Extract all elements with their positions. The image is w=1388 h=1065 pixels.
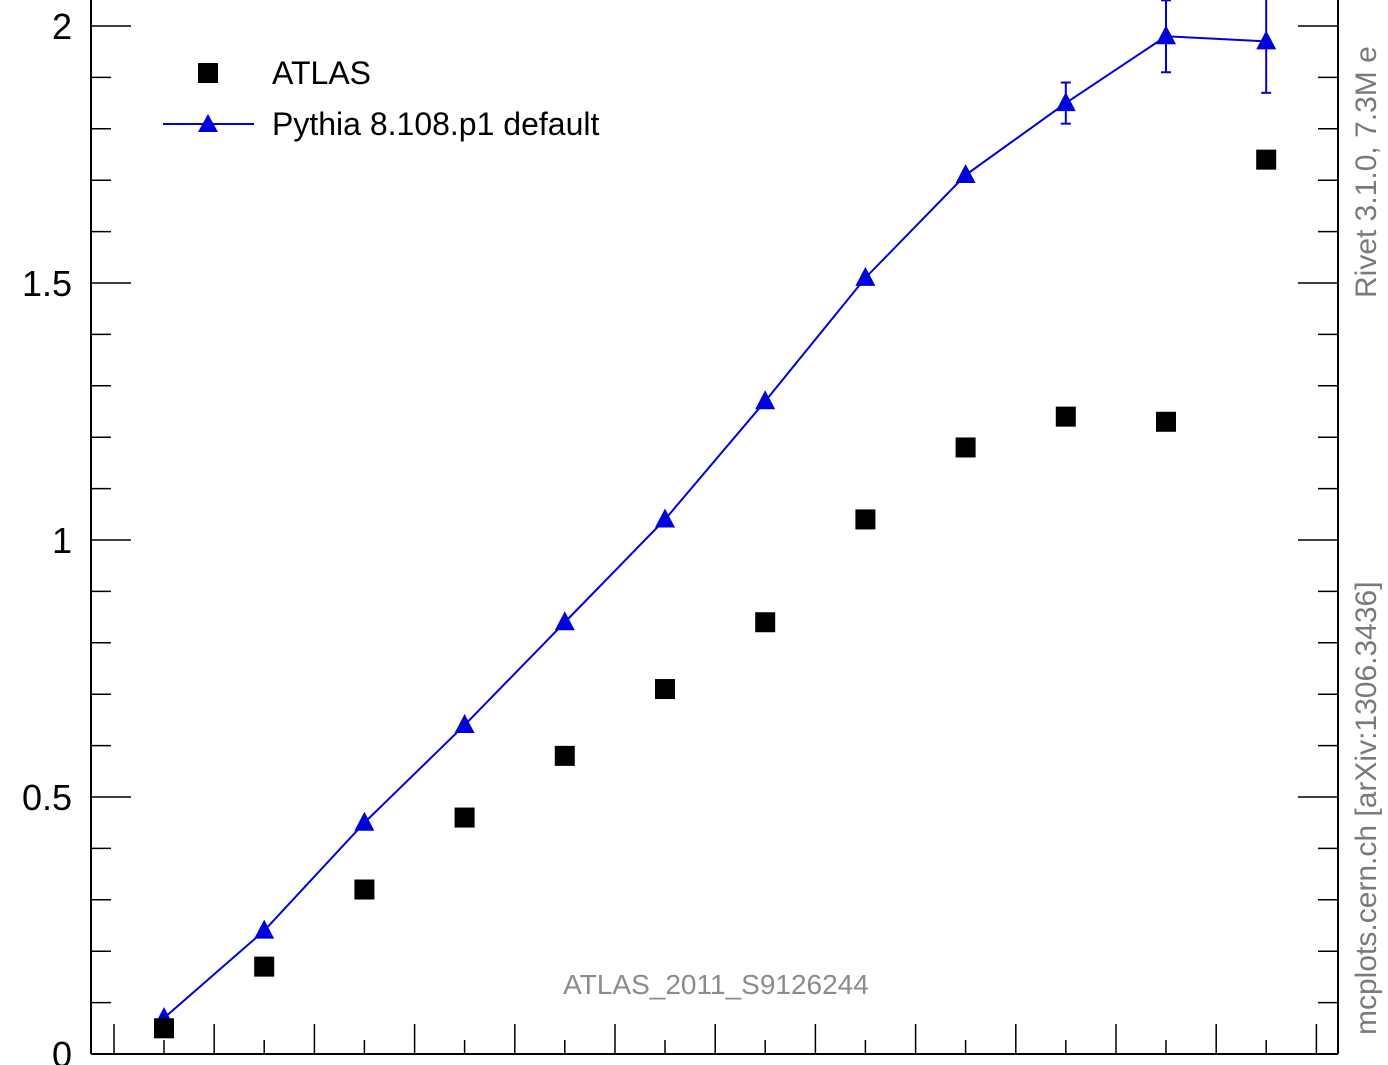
atlas-point <box>955 437 976 458</box>
pythia-point <box>755 390 776 410</box>
atlas-point <box>1156 411 1176 432</box>
y-tick-label: 1.5 <box>22 263 72 304</box>
y-tick-label: 0 <box>52 1034 72 1065</box>
y-axis-ticks: 00.511.522.533.54 <box>22 6 1338 1065</box>
atlas-point <box>354 879 375 900</box>
rivet-version-label: Rivet 3.1.0, 7.3M e <box>1350 46 1383 298</box>
pythia-point <box>454 714 475 734</box>
atlas-point <box>855 509 876 530</box>
y-tick-label: 1 <box>52 520 72 561</box>
pythia-series <box>154 0 1277 1027</box>
pythia-point <box>554 611 575 631</box>
x-axis-ticks <box>113 1024 1318 1054</box>
legend-pythia-label: Pythia 8.108.p1 default <box>272 106 599 142</box>
legend-atlas-label: ATLAS <box>272 55 371 91</box>
atlas-point <box>1256 149 1277 170</box>
pythia-point <box>1156 25 1176 45</box>
pythia-point <box>955 164 976 184</box>
plot-frame <box>90 0 1339 1055</box>
atlas-point <box>655 679 675 700</box>
atlas-point <box>1055 406 1076 427</box>
atlas-point <box>454 807 475 828</box>
pythia-point <box>354 811 375 831</box>
atlas-point <box>154 1018 174 1039</box>
pythia-point <box>655 508 675 528</box>
atlas-point <box>254 956 275 977</box>
pythia-point <box>1256 30 1277 50</box>
legend-pythia-marker <box>198 114 218 132</box>
y-tick-label: 0.5 <box>22 777 72 818</box>
pythia-point <box>1055 92 1076 112</box>
pythia-point <box>254 919 275 939</box>
mcplots-source-label: mcplots.cern.ch [arXiv:1306.3436] <box>1350 581 1383 1035</box>
analysis-id-label: ATLAS_2011_S9126244 <box>563 969 869 1000</box>
atlas-point <box>554 745 575 766</box>
atlas-series <box>154 149 1277 1039</box>
pythia-line <box>163 35 1267 1019</box>
pythia-point <box>855 266 876 286</box>
legend: ATLAS Pythia 8.108.p1 default <box>163 55 599 142</box>
y-tick-label: 2 <box>52 6 72 47</box>
legend-atlas-marker <box>198 63 218 83</box>
atlas-point <box>755 612 776 633</box>
